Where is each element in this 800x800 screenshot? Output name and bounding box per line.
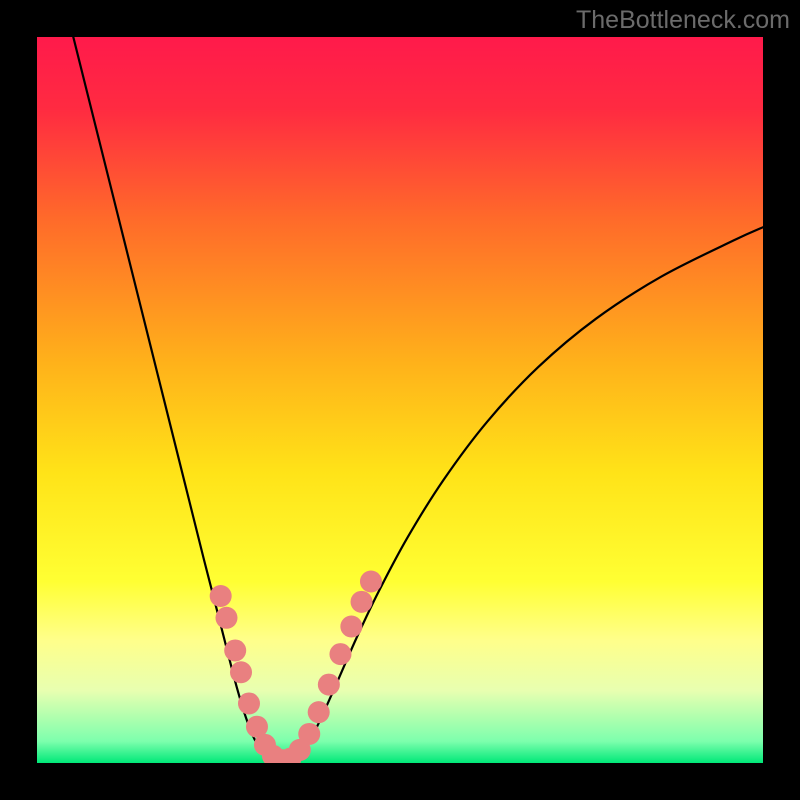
marker-dot: [351, 591, 373, 613]
marker-dot: [224, 639, 246, 661]
marker-dot: [230, 661, 252, 683]
marker-dot: [238, 692, 260, 714]
marker-dot: [210, 585, 232, 607]
watermark-text: TheBottleneck.com: [576, 6, 790, 35]
marker-dot: [215, 607, 237, 629]
marker-dot: [308, 701, 330, 723]
plot-background-gradient: [37, 37, 763, 763]
marker-dot: [340, 616, 362, 638]
bottleneck-chart: [0, 0, 800, 800]
marker-dot: [318, 674, 340, 696]
marker-dot: [329, 643, 351, 665]
marker-dot: [298, 723, 320, 745]
marker-dot: [360, 571, 382, 593]
